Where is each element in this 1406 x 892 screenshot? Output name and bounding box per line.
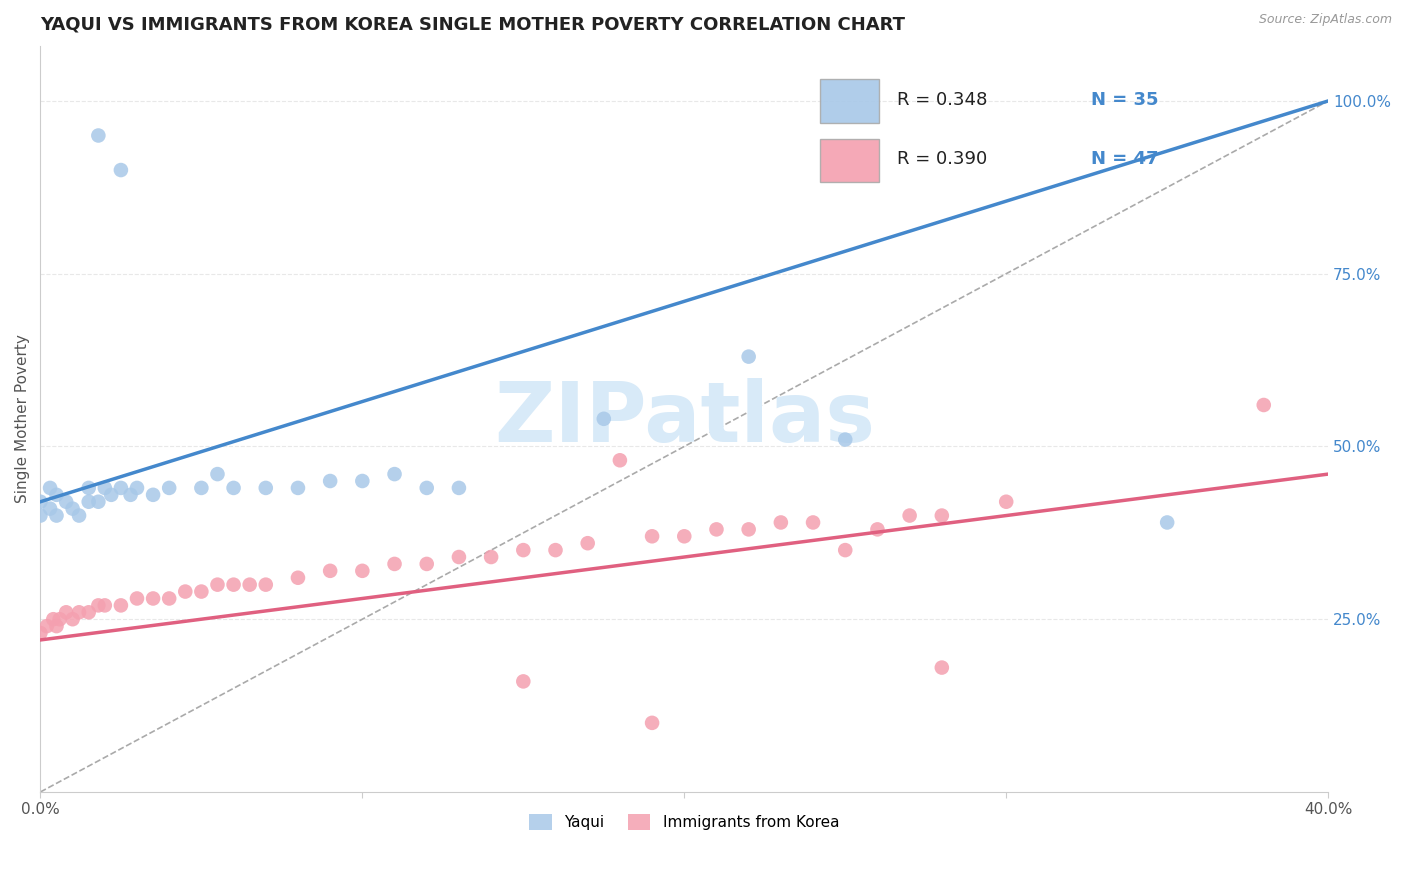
- Point: [30, 626, 52, 640]
- Point: [222, 577, 245, 591]
- Point: [87, 128, 110, 143]
- Point: [447, 481, 470, 495]
- Point: [447, 549, 470, 564]
- Point: [157, 591, 180, 606]
- Point: [35, 619, 58, 633]
- Point: [801, 516, 824, 530]
- Point: [416, 557, 439, 571]
- Point: [416, 481, 439, 495]
- Point: [77, 494, 100, 508]
- Point: [77, 605, 100, 619]
- Point: [45, 619, 67, 633]
- Point: [609, 453, 631, 467]
- Point: [190, 481, 212, 495]
- Point: [931, 508, 953, 523]
- Point: [77, 481, 100, 495]
- Point: [1253, 398, 1275, 412]
- Point: [287, 481, 309, 495]
- Point: [222, 481, 245, 495]
- Point: [737, 350, 759, 364]
- Text: YAQUI VS IMMIGRANTS FROM KOREA SINGLE MOTHER POVERTY CORRELATION CHART: YAQUI VS IMMIGRANTS FROM KOREA SINGLE MO…: [41, 15, 905, 33]
- Point: [512, 543, 534, 558]
- Point: [207, 577, 229, 591]
- Point: [94, 599, 117, 613]
- Point: [39, 501, 62, 516]
- Legend: Yaqui, Immigrants from Korea: Yaqui, Immigrants from Korea: [523, 808, 845, 837]
- Point: [110, 163, 132, 178]
- Point: [87, 599, 110, 613]
- Point: [706, 522, 728, 536]
- Point: [120, 488, 142, 502]
- Point: [512, 674, 534, 689]
- Point: [45, 508, 67, 523]
- Point: [42, 612, 65, 626]
- Point: [142, 488, 165, 502]
- Point: [1156, 516, 1178, 530]
- Point: [67, 605, 90, 619]
- Point: [931, 660, 953, 674]
- Point: [87, 494, 110, 508]
- Point: [254, 481, 277, 495]
- Point: [576, 536, 599, 550]
- Point: [641, 715, 664, 730]
- Point: [592, 412, 614, 426]
- Point: [254, 577, 277, 591]
- Point: [673, 529, 696, 543]
- Point: [352, 474, 374, 488]
- Point: [544, 543, 567, 558]
- Point: [62, 501, 84, 516]
- Point: [125, 591, 148, 606]
- Point: [769, 516, 792, 530]
- Text: Source: ZipAtlas.com: Source: ZipAtlas.com: [1258, 13, 1392, 27]
- Point: [55, 605, 77, 619]
- Point: [62, 612, 84, 626]
- Point: [55, 494, 77, 508]
- Point: [39, 481, 62, 495]
- Point: [641, 529, 664, 543]
- Point: [737, 522, 759, 536]
- Point: [45, 488, 67, 502]
- Point: [319, 564, 342, 578]
- Point: [142, 591, 165, 606]
- Point: [287, 571, 309, 585]
- Point: [866, 522, 889, 536]
- Point: [94, 481, 117, 495]
- Point: [157, 481, 180, 495]
- Point: [110, 599, 132, 613]
- Point: [479, 549, 502, 564]
- Point: [995, 494, 1018, 508]
- Point: [125, 481, 148, 495]
- Point: [30, 494, 52, 508]
- Point: [100, 488, 122, 502]
- Point: [174, 584, 197, 599]
- Point: [48, 612, 70, 626]
- Point: [898, 508, 921, 523]
- Point: [190, 584, 212, 599]
- Point: [834, 543, 856, 558]
- Point: [384, 467, 406, 481]
- Point: [30, 508, 52, 523]
- Point: [67, 508, 90, 523]
- Point: [207, 467, 229, 481]
- Point: [834, 433, 856, 447]
- Point: [319, 474, 342, 488]
- Y-axis label: Single Mother Poverty: Single Mother Poverty: [15, 334, 30, 503]
- Point: [384, 557, 406, 571]
- Text: ZIPatlas: ZIPatlas: [494, 378, 875, 459]
- Point: [352, 564, 374, 578]
- Point: [239, 577, 262, 591]
- Point: [110, 481, 132, 495]
